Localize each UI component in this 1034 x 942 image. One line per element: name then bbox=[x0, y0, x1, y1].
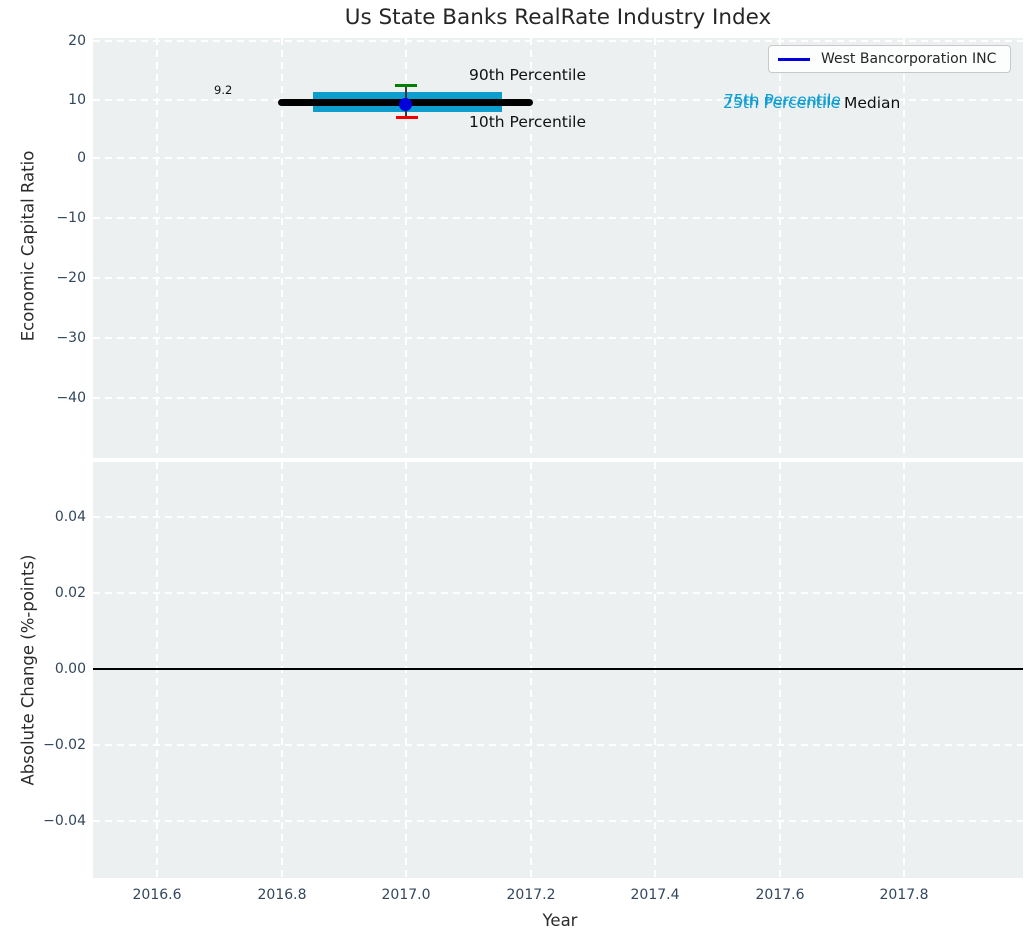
ytick-label: 0 bbox=[77, 150, 86, 166]
p75-annotation: 75th Percentile bbox=[724, 91, 842, 109]
ytick-label: −40 bbox=[56, 390, 86, 406]
gridline bbox=[654, 38, 656, 458]
company-value-marker bbox=[399, 98, 412, 111]
xtick-label: 2016.6 bbox=[132, 887, 182, 903]
xtick-label: 2017.4 bbox=[630, 887, 680, 903]
xtick-label: 2017.0 bbox=[381, 887, 431, 903]
xtick-label: 2017.6 bbox=[755, 887, 805, 903]
zero-baseline bbox=[93, 668, 1023, 670]
chart-title: Us State Banks RealRate Industry Index bbox=[344, 5, 772, 30]
gridline bbox=[530, 38, 532, 458]
gridline bbox=[779, 38, 781, 458]
gridline bbox=[903, 462, 905, 878]
median-annotation: Median bbox=[844, 94, 901, 112]
gridline bbox=[281, 462, 283, 878]
bottom-y-axis-label: Absolute Change (%-points) bbox=[18, 554, 38, 786]
p90-cap-marker bbox=[395, 84, 417, 87]
legend-line-sample bbox=[778, 57, 810, 61]
p90-annotation: 90th Percentile bbox=[469, 66, 587, 84]
gridline bbox=[93, 592, 1023, 594]
gridline bbox=[93, 217, 1023, 219]
top-axes-economic-capital-ratio: 9.2 90th Percentile 10th Percentile 75th… bbox=[93, 38, 1023, 458]
gridline bbox=[93, 277, 1023, 279]
ytick-label: −0.04 bbox=[43, 813, 86, 829]
gridline bbox=[93, 157, 1023, 159]
median-value-annotation: 9.2 bbox=[214, 83, 233, 97]
gridline bbox=[779, 462, 781, 878]
ytick-label: 0.00 bbox=[54, 661, 86, 677]
gridline bbox=[903, 38, 905, 458]
gridline bbox=[93, 744, 1023, 746]
gridline bbox=[156, 38, 158, 458]
legend: West Bancorporation INC bbox=[768, 45, 1011, 73]
p10-cap-marker bbox=[396, 116, 418, 119]
gridline bbox=[405, 462, 407, 878]
ytick-label: 20 bbox=[68, 33, 86, 49]
ytick-label: −30 bbox=[56, 330, 86, 346]
ytick-label: −10 bbox=[56, 210, 86, 226]
gridline bbox=[93, 516, 1023, 518]
gridline bbox=[281, 38, 283, 458]
legend-label: West Bancorporation INC bbox=[821, 51, 997, 67]
gridline bbox=[93, 337, 1023, 339]
xtick-label: 2016.8 bbox=[257, 887, 307, 903]
gridline bbox=[93, 99, 1023, 101]
p25-annotation: 25th Percentile bbox=[723, 94, 841, 112]
gridline bbox=[405, 38, 407, 458]
xtick-label: 2017.2 bbox=[506, 887, 556, 903]
x-axis-label: Year bbox=[542, 911, 578, 930]
p10-annotation: 10th Percentile bbox=[469, 113, 587, 131]
top-y-axis-label: Economic Capital Ratio bbox=[18, 150, 38, 342]
ytick-label: 10 bbox=[68, 92, 86, 108]
ytick-label: −20 bbox=[56, 270, 86, 286]
gridline bbox=[93, 820, 1023, 822]
ytick-label: 0.04 bbox=[54, 509, 86, 525]
xtick-label: 2017.8 bbox=[879, 887, 929, 903]
gridline bbox=[93, 40, 1023, 42]
gridline bbox=[93, 397, 1023, 399]
gridline bbox=[156, 462, 158, 878]
ytick-label: 0.02 bbox=[54, 585, 86, 601]
ytick-label: −0.02 bbox=[43, 737, 86, 753]
gridline bbox=[530, 462, 532, 878]
bottom-axes-absolute-change bbox=[93, 462, 1023, 878]
gridline bbox=[654, 462, 656, 878]
